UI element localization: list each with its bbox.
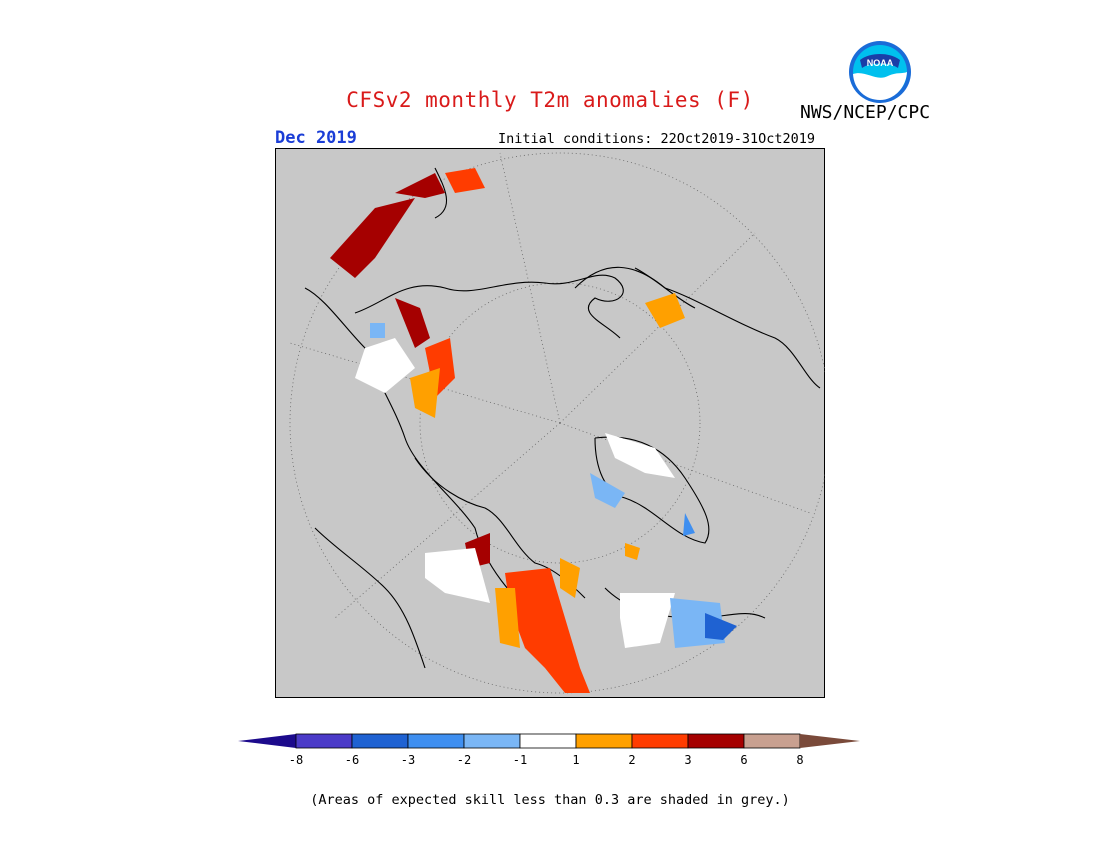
colorbar: -8 -6 -3 -2 -1 1 2 3 6 8: [238, 733, 860, 767]
colorbar-tick-label: 1: [572, 753, 579, 767]
agency-label: NWS/NCEP/CPC: [800, 102, 931, 123]
polar-map: [275, 148, 825, 698]
month-label: Dec 2019: [275, 128, 357, 148]
colorbar-tick-label: 8: [796, 753, 803, 767]
colorbar-tick-label: 3: [684, 753, 691, 767]
colorbar-tick-label: -1: [513, 753, 527, 767]
colorbar-tick-label: -2: [457, 753, 471, 767]
footnote: (Areas of expected skill less than 0.3 a…: [310, 792, 790, 808]
anomaly-patches: [330, 168, 737, 693]
chart-title: CFSv2 monthly T2m anomalies (F): [346, 88, 754, 112]
colorbar-arrow-high: [800, 734, 860, 748]
colorbar-tick-label: -8: [289, 753, 303, 767]
colorbar-tick-label: 2: [628, 753, 635, 767]
logo-text: NOAA: [867, 58, 894, 68]
colorbar-arrow-low: [238, 734, 296, 748]
noaa-logo: NOAA: [849, 41, 911, 103]
colorbar-tick-label: -6: [345, 753, 359, 767]
colorbar-tick-label: -3: [401, 753, 415, 767]
colorbar-tick-label: 6: [740, 753, 747, 767]
initial-conditions-label: Initial conditions: 22Oct2019-31Oct2019: [498, 131, 815, 147]
